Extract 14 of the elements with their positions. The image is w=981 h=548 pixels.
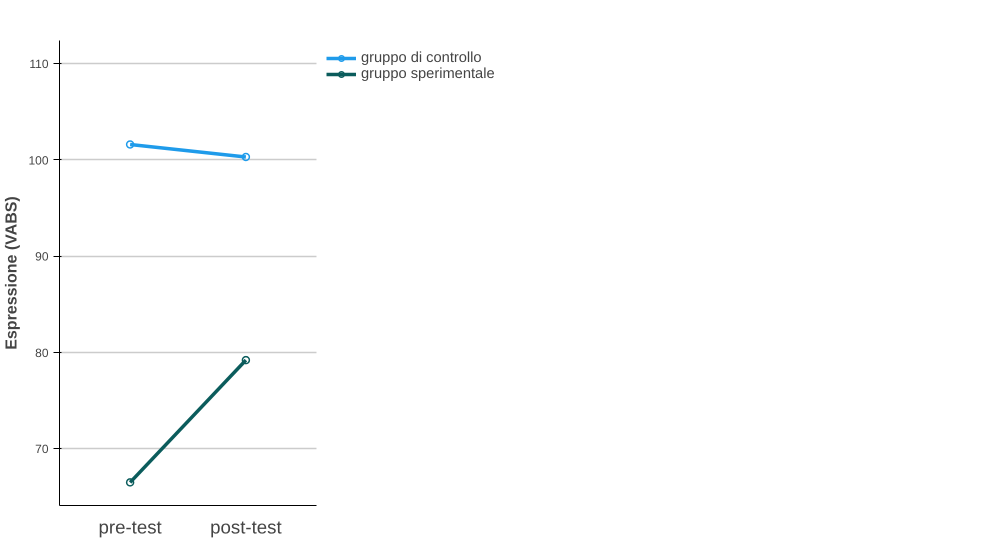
legend-label: gruppo sperimentale xyxy=(361,66,495,82)
x-tick-label: pre-test xyxy=(98,516,163,538)
y-tick-label: 80 xyxy=(35,346,49,360)
x-tick-label: post-test xyxy=(210,516,282,538)
point xyxy=(242,152,250,162)
y-axis-title: Espressione (VABS) xyxy=(3,196,20,350)
legend-label: gruppo di controllo xyxy=(361,50,482,66)
point xyxy=(126,140,134,149)
y-tick-label: 90 xyxy=(35,250,49,264)
point xyxy=(242,356,250,364)
y-tick-label: 100 xyxy=(28,153,49,168)
y-tick-label: 70 xyxy=(35,442,49,456)
point xyxy=(126,478,134,487)
y-tick-label: 110 xyxy=(29,57,49,72)
